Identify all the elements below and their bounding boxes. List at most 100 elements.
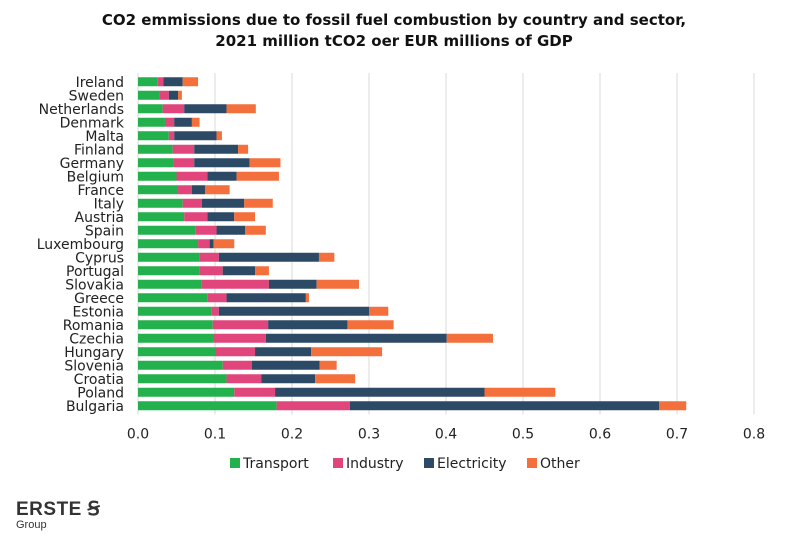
- bar-transport-estonia: [138, 306, 212, 316]
- category-label: Romania: [63, 318, 124, 334]
- bar-electricity-ireland: [163, 77, 183, 87]
- bar-electricity-malta: [174, 131, 217, 141]
- logo-sub-text: Group: [16, 519, 47, 531]
- bar-transport-slovakia: [138, 279, 202, 289]
- category-label: Bulgaria: [66, 399, 124, 415]
- category-label: Netherlands: [39, 102, 124, 118]
- bar-electricity-netherlands: [184, 104, 227, 114]
- category-label: Finland: [74, 142, 124, 158]
- x-tick-label: 0.7: [666, 427, 688, 443]
- bar-transport-netherlands: [138, 104, 163, 114]
- bar-transport-czechia: [138, 333, 214, 343]
- bar-electricity-cyprus: [218, 252, 319, 262]
- bar-other-spain: [245, 225, 266, 235]
- bar-electricity-italy: [201, 198, 245, 208]
- bar-other-greece: [305, 293, 309, 303]
- bar-electricity-belgium: [207, 171, 237, 181]
- bar-other-portugal: [255, 266, 269, 276]
- bar-transport-ireland: [138, 77, 158, 87]
- x-tick-label: 0.6: [589, 427, 611, 443]
- bar-other-malta: [216, 131, 222, 141]
- title-line-1: CO2 emmissions due to fossil fuel combus…: [101, 11, 687, 29]
- bar-electricity-finland: [194, 144, 239, 154]
- legend-label-other: Other: [540, 456, 580, 472]
- bar-industry-france: [178, 185, 192, 195]
- erste-s-icon: Ꞩ: [87, 499, 101, 520]
- bar-other-france: [204, 185, 230, 195]
- bar-industry-estonia: [211, 306, 219, 316]
- bar-electricity-luxembourg: [209, 239, 214, 249]
- bar-transport-luxembourg: [138, 239, 199, 249]
- category-label: Slovakia: [65, 277, 124, 293]
- category-label: Germany: [60, 156, 124, 172]
- legend-swatch-industry: [333, 458, 343, 468]
- category-label: Italy: [94, 196, 124, 212]
- bar-transport-greece: [138, 293, 208, 303]
- bar-other-poland: [484, 387, 556, 397]
- bar-transport-poland: [138, 387, 235, 397]
- bar-electricity-poland: [275, 387, 485, 397]
- bar-electricity-czechia: [265, 333, 447, 343]
- bar-electricity-slovakia: [268, 279, 317, 289]
- bar-transport-finland: [138, 144, 173, 154]
- x-tick-label: 0.2: [281, 427, 303, 443]
- bar-other-belgium: [236, 171, 279, 181]
- bar-industry-hungary: [215, 347, 256, 357]
- x-tick-label: 0.1: [204, 427, 226, 443]
- bar-transport-austria: [138, 212, 185, 222]
- category-label: Cyprus: [75, 250, 124, 266]
- bar-electricity-sweden: [168, 90, 179, 100]
- category-label: Malta: [85, 129, 124, 145]
- bar-electricity-spain: [216, 225, 246, 235]
- category-label: Poland: [77, 385, 124, 401]
- category-label: France: [77, 183, 124, 199]
- bar-transport-cyprus: [138, 252, 200, 262]
- bar-transport-romania: [138, 320, 213, 330]
- category-label: Denmark: [60, 115, 125, 131]
- bar-industry-spain: [195, 225, 217, 235]
- bar-electricity-germany: [194, 158, 250, 168]
- bar-industry-denmark: [164, 117, 175, 127]
- bar-other-czechia: [446, 333, 493, 343]
- bar-other-denmark: [191, 117, 200, 127]
- legend-swatch-electricity: [424, 458, 434, 468]
- bar-other-ireland: [182, 77, 199, 87]
- bar-industry-bulgaria: [276, 401, 350, 411]
- category-label: Luxembourg: [37, 237, 124, 253]
- bar-transport-croatia: [138, 374, 227, 384]
- bar-industry-poland: [234, 387, 276, 397]
- bar-other-cyprus: [318, 252, 335, 262]
- bar-industry-finland: [172, 144, 195, 154]
- bar-transport-sweden: [138, 90, 160, 100]
- x-tick-label: 0.5: [512, 427, 534, 443]
- x-tick-label: 0.4: [435, 427, 457, 443]
- bar-other-austria: [234, 212, 256, 222]
- category-label: Greece: [74, 291, 124, 307]
- category-label: Spain: [85, 223, 124, 239]
- bar-other-bulgaria: [659, 401, 687, 411]
- bar-transport-spain: [138, 225, 196, 235]
- bar-transport-portugal: [138, 266, 200, 276]
- category-label: Czechia: [69, 331, 124, 347]
- category-label: Austria: [75, 210, 124, 226]
- bar-other-estonia: [369, 306, 389, 316]
- bar-other-luxembourg: [213, 239, 235, 249]
- bar-industry-netherlands: [162, 104, 185, 114]
- bar-other-slovakia: [316, 279, 359, 289]
- bar-transport-belgium: [138, 171, 177, 181]
- bar-electricity-hungary: [255, 347, 312, 357]
- x-tick-label: 0.0: [127, 427, 149, 443]
- bar-industry-croatia: [226, 374, 262, 384]
- bar-other-hungary: [311, 347, 383, 357]
- bar-electricity-estonia: [218, 306, 369, 316]
- bar-electricity-austria: [207, 212, 235, 222]
- bar-transport-italy: [138, 198, 183, 208]
- bar-industry-romania: [212, 320, 269, 330]
- bar-industry-cyprus: [199, 252, 219, 262]
- legend-swatch-other: [527, 458, 537, 468]
- category-label: Hungary: [64, 345, 124, 361]
- category-label: Belgium: [67, 169, 124, 185]
- bar-other-croatia: [315, 374, 356, 384]
- title-line-2: 2021 million tCO2 oer EUR millions of GD…: [215, 32, 573, 50]
